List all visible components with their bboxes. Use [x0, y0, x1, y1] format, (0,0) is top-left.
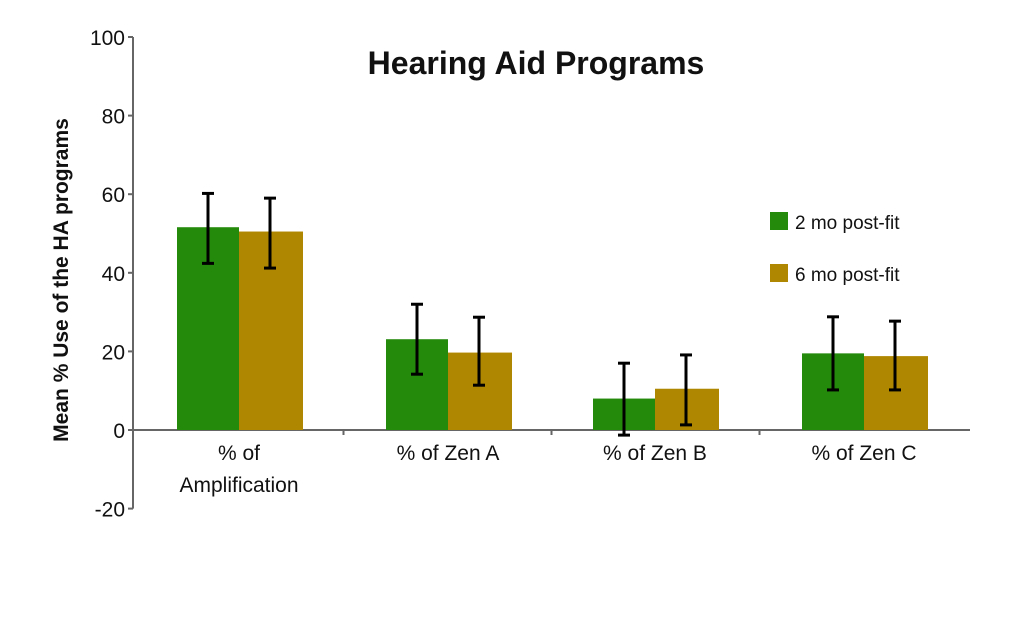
x-tick-label: % of Amplification [179, 442, 298, 497]
x-tick-label-line: Amplification [179, 474, 298, 497]
y-axis-label: Mean % Use of the HA programs [50, 118, 73, 442]
y-tick-label: 80 [102, 106, 125, 129]
y-tick-label: 20 [102, 341, 125, 364]
y-tick-label: -20 [95, 499, 125, 522]
x-tick-label: % of Zen A [397, 442, 500, 465]
legend: 2 mo post-fit 6 mo post-fit [770, 212, 900, 286]
error-bars [202, 191, 901, 437]
chart-title: Hearing Aid Programs [368, 45, 705, 81]
x-tick-label: % of Zen B [603, 442, 707, 465]
axes: -20 0 20 40 60 80 100 % of Amplification % of Zen… [90, 27, 970, 522]
legend-swatch [770, 264, 788, 282]
legend-swatch [770, 212, 788, 230]
y-tick-label: 40 [102, 263, 125, 286]
y-tick-label: 0 [113, 420, 125, 443]
legend-label: 2 mo post-fit [795, 213, 900, 234]
x-tick-label-line: % of [218, 442, 260, 465]
x-tick-label: % of Zen C [811, 442, 916, 465]
y-tick-label: 60 [102, 184, 125, 207]
y-tick-label: 100 [90, 27, 125, 50]
legend-label: 6 mo post-fit [795, 265, 900, 286]
bars [177, 227, 928, 430]
